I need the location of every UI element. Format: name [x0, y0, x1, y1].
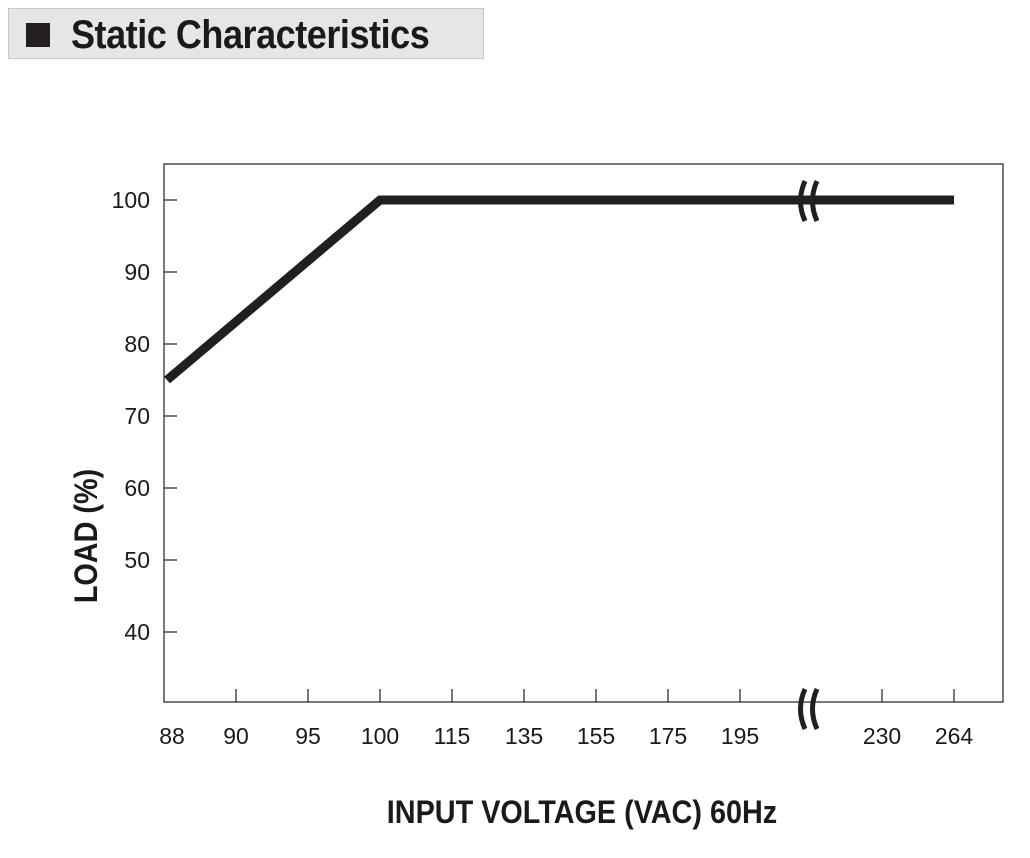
x-tick-label: 115 — [434, 723, 471, 749]
x-tick-label: 155 — [577, 723, 615, 749]
x-axis-title: INPUT VOLTAGE (VAC) 60Hz — [387, 795, 777, 831]
y-tick-label: 70 — [124, 403, 150, 429]
title-square-icon — [26, 23, 50, 47]
plot-frame — [163, 163, 1004, 703]
y-tick-label: 100 — [112, 187, 150, 213]
x-tick-label: 230 — [863, 723, 901, 749]
x-tick-label: 175 — [649, 723, 687, 749]
series-group — [164, 195, 954, 384]
axis-breaks — [798, 179, 820, 731]
y-tick-label: 60 — [124, 475, 150, 501]
x-tick-label: 135 — [505, 723, 543, 749]
x-tick-label: 90 — [223, 723, 249, 749]
axis-break-mark — [810, 179, 820, 223]
title-box: Static Characteristics — [8, 8, 484, 59]
x-tick-label: 95 — [295, 723, 321, 749]
x-tick-label: 195 — [721, 723, 759, 749]
axis-break-mark — [798, 179, 808, 223]
series-line — [164, 195, 954, 384]
x-tick-label: 88 — [159, 723, 185, 749]
y-tick-label: 40 — [124, 619, 150, 645]
y-tick-label: 50 — [124, 547, 150, 573]
page-title: Static Characteristics — [71, 13, 430, 57]
axis-break-mark — [798, 687, 808, 731]
axis-break-mark — [810, 687, 820, 731]
y-tick-label: 90 — [124, 259, 150, 285]
y-tick-label: 80 — [124, 331, 150, 357]
x-tick-label: 264 — [935, 723, 974, 749]
y-axis: 40 50 60 70 80 90 100 — [112, 187, 177, 645]
x-axis: 88 90 95 100 115 135 155 175 195 230 264 — [159, 689, 973, 749]
x-tick-label: 100 — [361, 723, 399, 749]
y-axis-title: LOAD (%) — [69, 469, 105, 603]
